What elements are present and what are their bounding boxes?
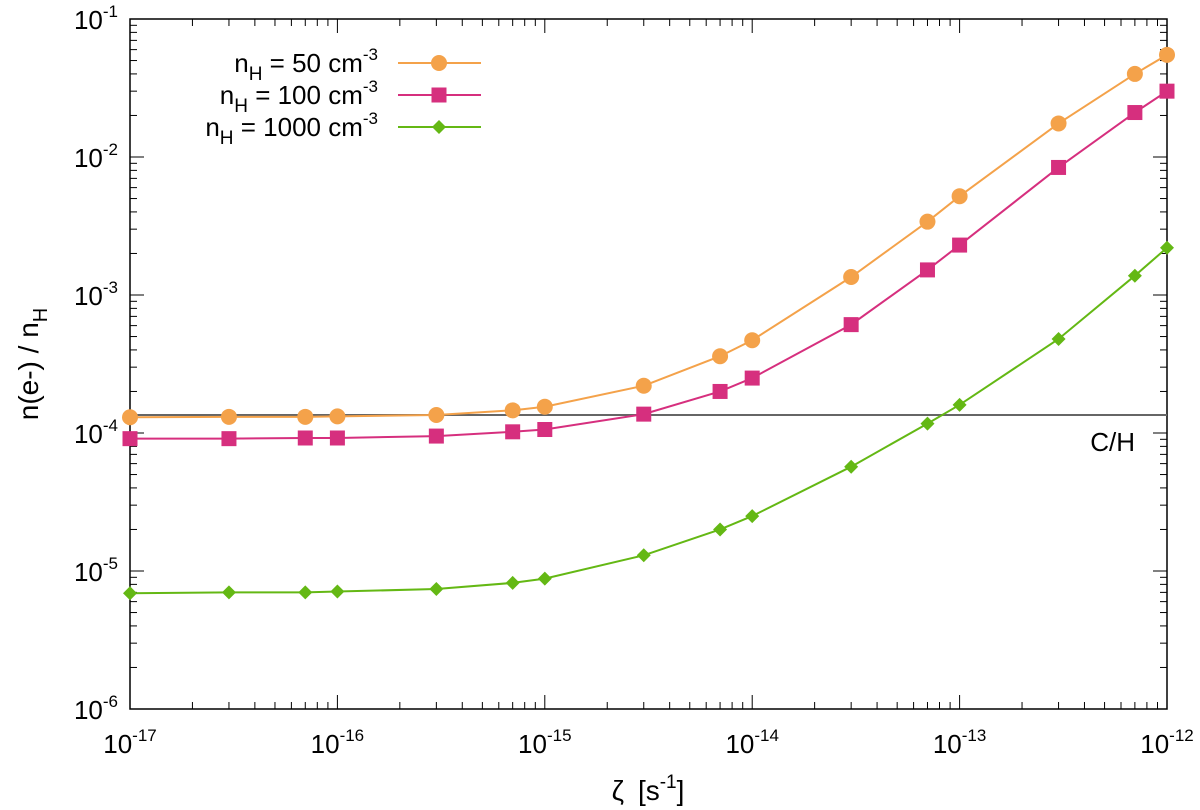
data-point (919, 262, 935, 278)
y-tick-label: 10-4 (74, 416, 118, 449)
data-point (428, 428, 444, 444)
data-point (1160, 240, 1174, 255)
data-point (920, 416, 935, 431)
x-tick-label: 10-13 (933, 726, 987, 759)
data-point (713, 522, 728, 537)
data-point (635, 377, 652, 394)
data-point (122, 431, 138, 447)
data-point (221, 585, 236, 600)
data-point (298, 585, 313, 600)
x-tick-label: 10-15 (518, 726, 572, 759)
data-point (1159, 83, 1175, 99)
data-point (123, 586, 137, 601)
x-axis-unit-close: ] (677, 775, 685, 806)
data-point (1127, 268, 1142, 283)
x-axis-unit-exp: -1 (660, 772, 677, 793)
series-square (122, 83, 1175, 447)
y-axis-label-sub: H (30, 308, 52, 322)
x-tick-label: 10-17 (103, 726, 157, 759)
series-line (129, 246, 1168, 595)
x-tick-label: 10-12 (1140, 726, 1194, 759)
y-tick-label: 10-5 (74, 554, 118, 587)
data-point (744, 332, 761, 349)
data-point (329, 408, 346, 425)
data-point (428, 407, 445, 424)
x-axis-symbol: ζ (612, 775, 624, 806)
data-point (1051, 159, 1067, 175)
data-point (329, 430, 345, 446)
legend-label: nH = 50 cm-3 (234, 45, 378, 85)
x-axis-unit-open: [s (638, 775, 660, 806)
y-tick-label: 10-2 (74, 140, 118, 173)
data-point (122, 409, 138, 426)
data-point (919, 213, 936, 230)
data-point (712, 348, 729, 365)
x-tick-label: 10-14 (725, 726, 779, 759)
data-point (1126, 65, 1143, 82)
y-axis-label-main: n(e-) / n (13, 322, 44, 420)
data-point (505, 424, 521, 440)
data-point (843, 317, 859, 333)
series-diamond (123, 240, 1174, 601)
data-point (636, 406, 652, 422)
data-point (745, 509, 760, 524)
data-point (537, 422, 553, 438)
data-point (1127, 105, 1143, 121)
data-point (429, 582, 444, 597)
axis-ticks (129, 18, 1168, 710)
data-point (330, 584, 345, 599)
plot-frame (129, 18, 1168, 710)
reference-line-label: C/H (1090, 427, 1135, 457)
x-tick-label: 10-16 (311, 726, 365, 759)
y-tick-labels: 10-6 10-5 10-4 10-3 10-2 10-1 (74, 2, 118, 725)
y-axis-label: n(e-) / nH (13, 308, 52, 420)
x-axis-label: ζ [s-1] (612, 772, 685, 806)
data-point (537, 571, 552, 586)
data-point (712, 383, 728, 399)
data-point (744, 370, 760, 386)
data-point (504, 402, 521, 419)
series-circle (122, 46, 1175, 426)
data-point (843, 269, 860, 286)
data-point (951, 188, 968, 205)
legend-label: nH = 1000 cm-3 (205, 109, 378, 149)
data-point (297, 430, 313, 446)
y-tick-label: 10-3 (74, 278, 118, 311)
data-point (505, 575, 520, 590)
series-line (130, 90, 1168, 440)
data-point (636, 548, 651, 563)
x-tick-labels: 10-17 10-16 10-15 10-14 10-13 10-12 (103, 726, 1194, 759)
legend: nH = 50 cm-3nH = 100 cm-3nH = 1000 cm-3 (205, 45, 481, 149)
data-point (221, 431, 237, 447)
data-point (844, 459, 859, 474)
series-group (122, 46, 1175, 601)
legend-swatch-marker (432, 120, 446, 134)
data-point (1159, 46, 1175, 63)
data-point (1051, 331, 1066, 346)
y-tick-label: 10-1 (74, 2, 118, 35)
data-point (952, 397, 967, 412)
data-point (952, 237, 968, 253)
series-line (129, 53, 1168, 419)
y-tick-label: 10-6 (74, 692, 118, 725)
data-point (220, 408, 237, 425)
data-point (297, 408, 314, 425)
legend-swatch-marker (431, 87, 447, 103)
legend-label: nH = 100 cm-3 (220, 77, 378, 117)
data-point (1050, 115, 1067, 132)
legend-swatch-marker (431, 55, 447, 71)
data-point (536, 398, 553, 415)
